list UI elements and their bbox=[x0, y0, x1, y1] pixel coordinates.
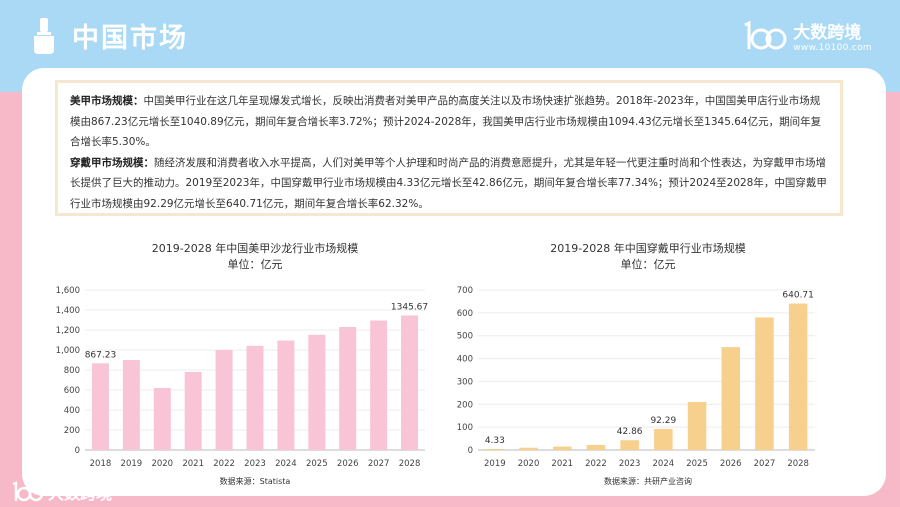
bar bbox=[153, 388, 171, 450]
data-label: 4.33 bbox=[485, 436, 505, 446]
x-tick-label: 2025 bbox=[306, 459, 328, 469]
bar bbox=[370, 320, 388, 450]
brand-url: www.10100.com bbox=[793, 43, 872, 53]
bar bbox=[184, 372, 202, 450]
x-tick-label: 2028 bbox=[399, 459, 421, 469]
x-tick-label: 2026 bbox=[720, 459, 742, 469]
intro-heading-nail-market: 美甲市场规模： bbox=[70, 95, 144, 107]
x-tick-label: 2021 bbox=[551, 459, 573, 469]
x-tick-label: 2024 bbox=[275, 459, 297, 469]
brand-name: 大数跨境 bbox=[793, 23, 862, 43]
chart-subtitle: 单位：亿元 bbox=[621, 257, 676, 271]
chart-title: 2019-2028 年中国美甲沙龙行业市场规模 bbox=[152, 241, 358, 255]
y-tick-label: 700 bbox=[457, 286, 473, 296]
footer-brand: 大数跨境 bbox=[10, 480, 112, 504]
bar bbox=[519, 447, 538, 450]
bar bbox=[620, 440, 639, 450]
data-label: 1345.67 bbox=[391, 302, 428, 312]
bar bbox=[401, 315, 419, 450]
y-tick-label: 500 bbox=[457, 332, 473, 342]
footer-logo-icon bbox=[12, 481, 44, 502]
bar bbox=[586, 444, 606, 450]
x-tick-label: 2021 bbox=[182, 459, 204, 469]
intro-body-press-on: 随经济发展和消费者收入水平提高，人们对美甲等个人护理和时尚产品的消费意愿提升，尤… bbox=[70, 156, 827, 210]
data-label: 92.29 bbox=[650, 416, 676, 426]
data-label: 640.71 bbox=[782, 291, 814, 301]
x-tick-label: 2019 bbox=[121, 459, 143, 469]
y-tick-label: 1,200 bbox=[56, 326, 80, 336]
bar bbox=[308, 334, 326, 450]
y-tick-label: 1,600 bbox=[56, 286, 80, 296]
intro-paragraph-press-on: 穿戴甲市场规模：随经济发展和消费者收入水平提高，人们对美甲等个人护理和时尚产品的… bbox=[70, 153, 828, 215]
x-tick-label: 2027 bbox=[368, 459, 390, 469]
chart-title: 2019-2028 年中国穿戴甲行业市场规模 bbox=[550, 241, 745, 255]
bar bbox=[339, 327, 357, 450]
brand: 大数跨境 www.10100.com bbox=[739, 18, 872, 53]
y-tick-label: 300 bbox=[457, 377, 473, 387]
intro-textbox: 美甲市场规模：中国美甲行业在这几年呈现爆发式增长，反映出消费者对美甲产品的高度关… bbox=[55, 80, 843, 216]
x-tick-label: 2023 bbox=[244, 459, 266, 469]
chart-subtitle: 单位：亿元 bbox=[228, 257, 283, 271]
chart-source: 数据来源：共研产业咨询 bbox=[604, 476, 692, 486]
x-tick-label: 2020 bbox=[518, 459, 540, 469]
x-tick-label: 2022 bbox=[585, 459, 607, 469]
intro-body-nail-market: 中国美甲行业在这几年呈现爆发式增长，反映出消费者对美甲产品的高度关注以及市场快速… bbox=[70, 95, 822, 148]
page-header: 中国市场 bbox=[30, 16, 188, 55]
y-tick-label: 600 bbox=[457, 309, 473, 319]
data-label: 42.86 bbox=[617, 427, 643, 437]
y-tick-label: 0 bbox=[75, 446, 80, 456]
x-tick-label: 2023 bbox=[619, 459, 641, 469]
bar bbox=[755, 317, 774, 450]
y-tick-label: 1,400 bbox=[56, 306, 80, 316]
x-tick-label: 2022 bbox=[213, 459, 235, 469]
bar bbox=[788, 303, 808, 450]
page-title: 中国市场 bbox=[72, 23, 188, 54]
x-tick-label: 2028 bbox=[787, 459, 809, 469]
bar bbox=[277, 340, 295, 450]
intro-heading-press-on: 穿戴甲市场规模： bbox=[70, 156, 154, 169]
x-tick-label: 2026 bbox=[337, 459, 359, 469]
bar bbox=[721, 347, 741, 450]
x-tick-label: 2019 bbox=[484, 459, 506, 469]
chart-source: 数据来源：Statista bbox=[220, 476, 291, 486]
x-tick-label: 2024 bbox=[653, 459, 675, 469]
y-tick-label: 400 bbox=[64, 406, 80, 416]
y-tick-label: 1,000 bbox=[56, 346, 80, 356]
y-tick-label: 400 bbox=[457, 355, 473, 365]
y-tick-label: 100 bbox=[457, 423, 473, 433]
x-tick-label: 2025 bbox=[686, 459, 708, 469]
x-tick-label: 2018 bbox=[90, 459, 112, 469]
y-tick-label: 0 bbox=[468, 446, 473, 456]
bar bbox=[687, 402, 707, 450]
data-label: 867.23 bbox=[85, 350, 117, 360]
bar bbox=[485, 449, 505, 450]
y-tick-label: 200 bbox=[64, 426, 80, 436]
footer-brand-name: 大数跨境 bbox=[48, 484, 113, 503]
y-tick-label: 800 bbox=[64, 366, 80, 376]
bar bbox=[215, 350, 233, 450]
y-tick-label: 600 bbox=[64, 386, 80, 396]
nail-polish-icon bbox=[34, 17, 54, 54]
brand-logo-icon bbox=[744, 20, 787, 49]
y-tick-label: 200 bbox=[457, 400, 473, 410]
bar bbox=[122, 360, 140, 450]
intro-paragraph-nail-market: 美甲市场规模：中国美甲行业在这几年呈现爆发式增长，反映出消费者对美甲产品的高度关… bbox=[70, 91, 828, 153]
bar bbox=[246, 345, 264, 450]
bar bbox=[552, 446, 572, 450]
x-tick-label: 2027 bbox=[754, 459, 776, 469]
bar bbox=[654, 428, 673, 450]
x-tick-label: 2020 bbox=[151, 459, 173, 469]
bar bbox=[91, 363, 109, 450]
